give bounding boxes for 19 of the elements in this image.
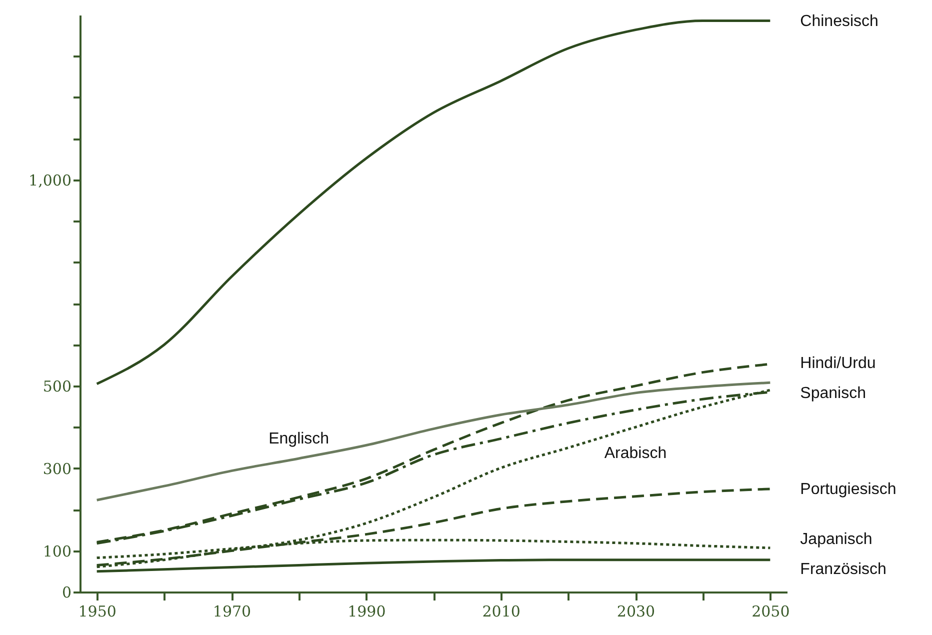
x-tick-label: 1970 bbox=[212, 602, 252, 620]
y-tick-label: 0 bbox=[62, 584, 72, 602]
series-label: Chinesisch bbox=[800, 12, 878, 30]
x-tick-label: 2030 bbox=[616, 602, 656, 620]
series-label: Hindi/Urdu bbox=[800, 355, 876, 372]
y-tick-label: 500 bbox=[42, 377, 72, 396]
series-label: Französisch bbox=[800, 560, 886, 578]
annotation: Englisch bbox=[268, 430, 330, 448]
series-label: Spanisch bbox=[800, 385, 866, 402]
x-tick-label: 2010 bbox=[482, 602, 520, 620]
y-tick-label: 1,000 bbox=[28, 171, 72, 190]
series-label: Japanisch bbox=[800, 530, 872, 548]
x-tick-label: 2050 bbox=[752, 602, 790, 620]
x-tick-label: 1950 bbox=[78, 602, 116, 620]
annotation: Arabisch bbox=[604, 445, 667, 462]
series-label: Portugiesisch bbox=[800, 480, 896, 498]
y-tick-label: 100 bbox=[42, 542, 72, 560]
x-tick-label: 1990 bbox=[348, 602, 386, 620]
y-tick-label: 300 bbox=[42, 460, 72, 478]
